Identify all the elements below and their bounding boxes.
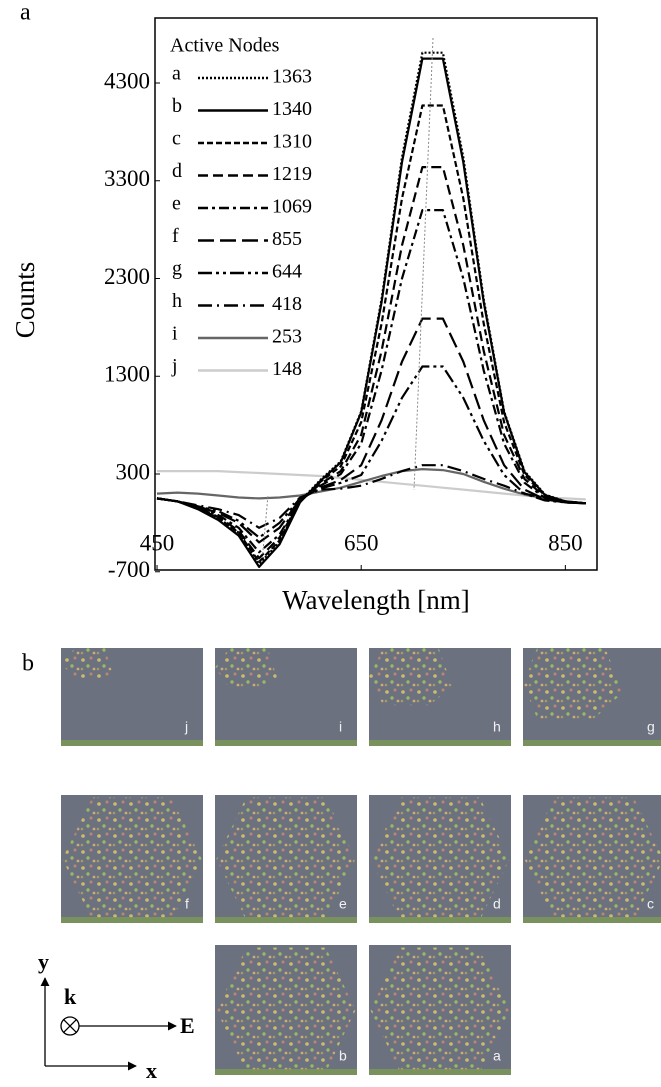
peak-guide xyxy=(413,37,434,491)
plot-area xyxy=(155,51,586,573)
series-line xyxy=(156,209,586,554)
legend-value: 1363 xyxy=(272,66,312,88)
image-strip xyxy=(61,917,203,923)
legend-letter: h xyxy=(172,290,182,312)
axis-name: x xyxy=(146,1058,157,1083)
micrograph: f xyxy=(61,795,203,923)
y-tick-label: 300 xyxy=(116,459,151,484)
y-tick-label: 3300 xyxy=(104,166,150,191)
y-tick-label: 1300 xyxy=(104,362,150,387)
particle-array xyxy=(62,797,202,921)
axes-diagram: y k E x xyxy=(38,949,195,1083)
legend-letter: j xyxy=(171,355,178,377)
panel-label: b xyxy=(22,651,34,677)
particle-array xyxy=(216,797,356,921)
axis-name: y xyxy=(38,949,49,974)
micrograph: h xyxy=(369,648,511,746)
axis-name: E xyxy=(180,1013,195,1038)
image-label: g xyxy=(647,719,655,735)
y-tick-label: 4300 xyxy=(104,68,150,93)
series-line xyxy=(156,365,586,539)
micrograph: i xyxy=(215,648,357,746)
image-strip xyxy=(523,917,661,923)
image-label: i xyxy=(339,719,342,735)
image-label: b xyxy=(339,1048,347,1064)
legend-bg xyxy=(163,30,343,408)
particle-array xyxy=(61,648,113,679)
legend-value: 1219 xyxy=(272,163,312,185)
series-line xyxy=(156,51,586,565)
panel-label: a xyxy=(20,0,31,26)
legend-letter: b xyxy=(172,95,182,117)
particle-array xyxy=(370,797,510,921)
legend-letter: c xyxy=(172,128,181,150)
legend-value: 644 xyxy=(272,261,302,283)
micrograph: d xyxy=(369,795,511,923)
image-label: e xyxy=(339,896,347,912)
legend: a 1363 b 1340 c 1310 d 1219 e 1069 f 855 g 644 h 418 i 25… xyxy=(171,63,312,381)
x-tick-label: 850 xyxy=(548,530,583,555)
legend-value: 1310 xyxy=(272,131,312,153)
y-tick-label: 2300 xyxy=(104,264,150,289)
legend-letter: e xyxy=(172,193,181,215)
particle-array xyxy=(370,947,510,1073)
legend-value: 1069 xyxy=(272,196,312,218)
image-strip xyxy=(369,917,511,923)
series-line xyxy=(157,470,586,501)
micrograph: j xyxy=(61,648,203,746)
micrograph: g xyxy=(523,648,661,746)
dip-guide xyxy=(261,494,269,563)
image-label: h xyxy=(493,719,501,735)
legend-value: 855 xyxy=(272,228,302,250)
micrograph: c xyxy=(523,795,661,923)
legend-letter: a xyxy=(172,63,181,85)
particle-array xyxy=(524,797,661,921)
y-axis-label: Counts xyxy=(10,262,40,339)
y-tick-label: -700 xyxy=(108,557,150,582)
image-label: j xyxy=(184,719,188,735)
plot-frame xyxy=(154,17,598,571)
image-strip xyxy=(215,917,357,923)
series-line xyxy=(156,468,586,505)
legend-letter: f xyxy=(172,225,179,247)
legend-value: 253 xyxy=(272,326,302,348)
x-tick-label: 650 xyxy=(344,530,379,555)
image-strip xyxy=(61,740,203,746)
k-cross xyxy=(63,1019,77,1033)
particle-array xyxy=(369,648,453,706)
particle-array xyxy=(523,648,623,719)
series-line xyxy=(156,166,586,560)
x-axis-label: Wavelength [nm] xyxy=(282,585,470,615)
image-label: a xyxy=(493,1048,501,1064)
particle-array xyxy=(216,947,356,1073)
x-tick-label: 450 xyxy=(140,530,175,555)
legend-value: 418 xyxy=(272,293,302,315)
series-line xyxy=(156,317,586,544)
legend-letter: g xyxy=(172,258,182,280)
image-label: f xyxy=(185,896,189,912)
image-strip xyxy=(215,740,357,746)
legend-letter: i xyxy=(172,323,178,345)
image-grid: j i h g f e d c b a xyxy=(61,648,661,1075)
micrograph: b xyxy=(215,945,357,1075)
image-strip xyxy=(369,1069,511,1075)
series-line xyxy=(156,464,586,529)
particle-array xyxy=(215,648,278,688)
image-label: c xyxy=(647,896,654,912)
legend-value: 148 xyxy=(272,358,302,380)
micrograph: a xyxy=(369,945,511,1075)
image-label: d xyxy=(493,896,501,912)
legend-value: 1340 xyxy=(272,98,312,120)
image-strip xyxy=(523,740,661,746)
axis-name: k xyxy=(64,984,77,1009)
legend-letter: d xyxy=(172,160,182,182)
image-strip xyxy=(215,1069,357,1075)
micrograph: e xyxy=(215,795,357,923)
image-strip xyxy=(369,740,511,746)
legend-title: Active Nodes xyxy=(170,35,280,57)
